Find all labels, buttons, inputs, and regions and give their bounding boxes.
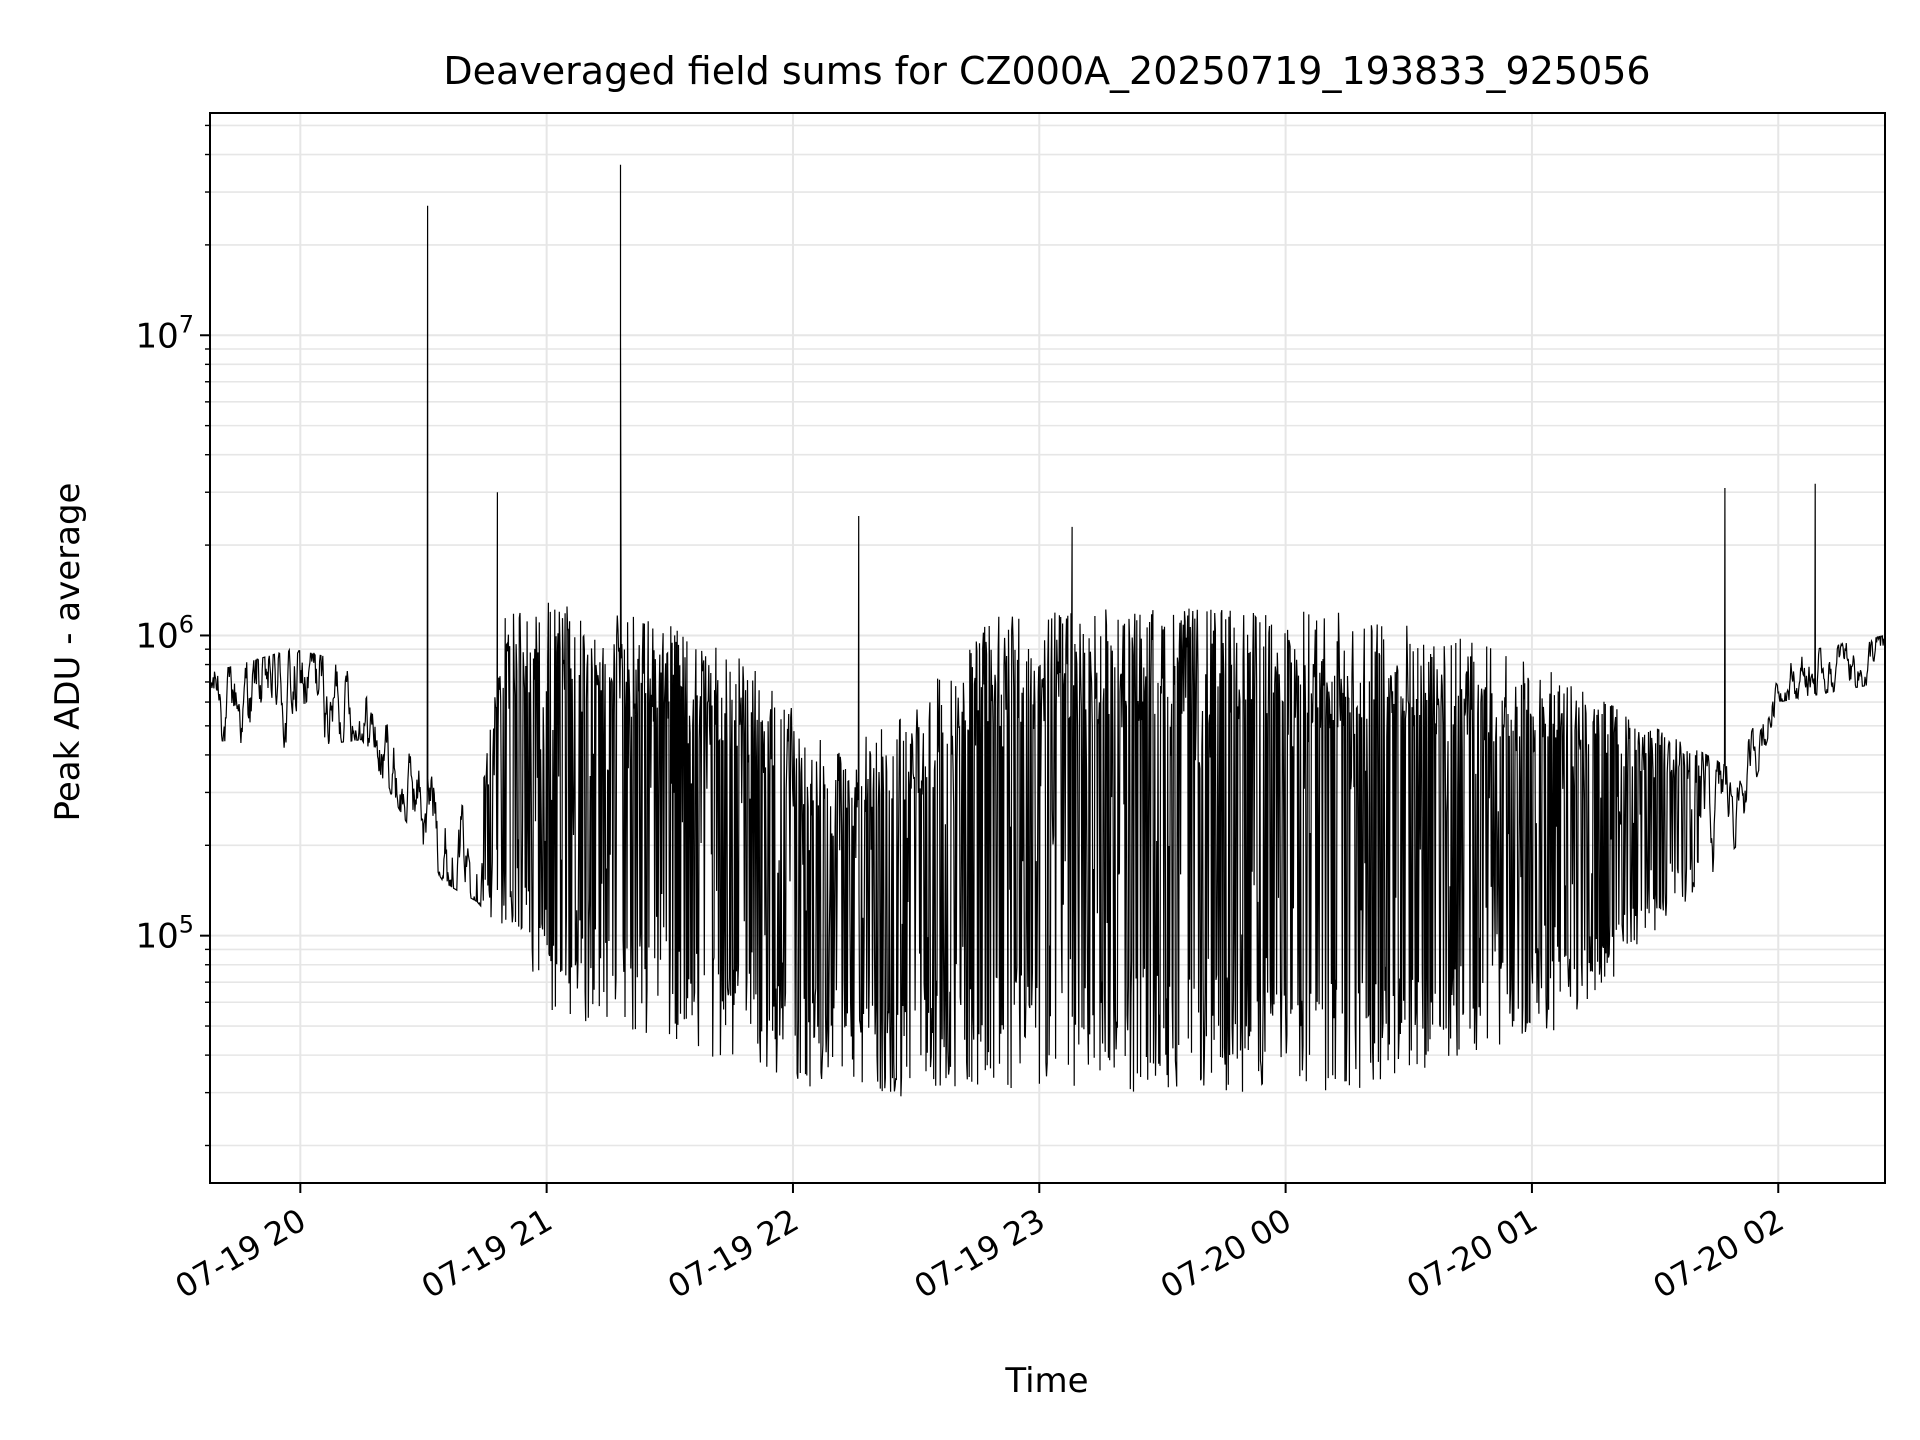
plot-frame [209, 112, 1886, 1184]
y-tick-label: 106 [135, 610, 194, 656]
x-tick-label: 07-19 23 [908, 1201, 1052, 1306]
chart-title: Deaveraged field sums for CZ000A_2025071… [443, 49, 1650, 93]
x-axis: 07-19 20 07-19 21 07-19 22 07-19 23 07-20 00… [169, 1183, 1791, 1306]
x-tick-label: 07-20 00 [1154, 1201, 1298, 1306]
series-path [209, 164, 1886, 1097]
y-tick-label: 107 [135, 310, 194, 356]
series-line [209, 164, 1886, 1097]
y-axis: 105 106 107 [135, 124, 210, 1147]
x-tick-label: 07-19 20 [169, 1201, 313, 1306]
y-axis-label: Peak ADU - average [48, 483, 88, 822]
x-tick-label: 07-20 02 [1647, 1201, 1791, 1306]
x-tick-label: 07-19 22 [661, 1201, 805, 1306]
x-tick-label: 07-20 01 [1400, 1201, 1544, 1306]
x-axis-label: Time [1004, 1361, 1088, 1401]
x-tick-label: 07-19 21 [415, 1201, 559, 1306]
y-tick-label: 105 [135, 911, 194, 957]
